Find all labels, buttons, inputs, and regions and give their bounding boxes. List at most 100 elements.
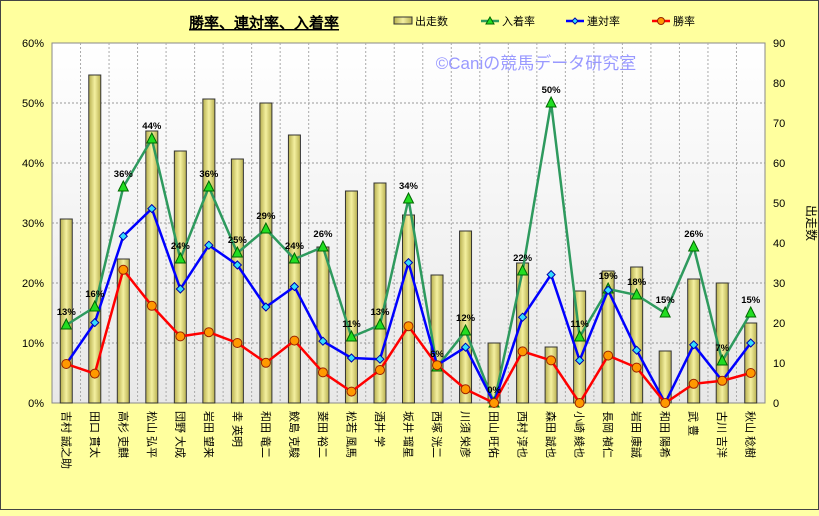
bar-出走数 <box>459 230 473 404</box>
point-連対率 <box>460 342 471 352</box>
category-label: 田口 貫太 <box>88 411 101 458</box>
category-label: 長岡 禎仁 <box>601 411 614 458</box>
point-連対率 <box>403 257 414 268</box>
point-入着率 <box>117 179 130 192</box>
bar-出走数 <box>230 158 244 404</box>
left-tick-label: 30% <box>22 218 44 230</box>
point-連対率 <box>147 203 157 214</box>
point-連対率 <box>746 338 756 348</box>
point-勝率 <box>603 350 614 361</box>
left-tick-label: 50% <box>22 98 44 110</box>
bar-出走数 <box>402 214 415 404</box>
bar-出走数 <box>259 102 273 404</box>
right-tick-label: 20 <box>773 318 785 330</box>
category-label: 高杉 吏麒 <box>116 411 130 458</box>
point-勝率 <box>289 335 300 346</box>
category-label: 西村 淳也 <box>516 411 530 458</box>
category-label: 森田 誠也 <box>544 411 558 458</box>
legend-marker-diamond-icon <box>571 17 579 25</box>
right-axis-label: 出走数 <box>804 205 819 241</box>
left-tick-label: 40% <box>22 158 44 170</box>
right-tick-label: 0 <box>773 398 779 410</box>
point-入着率 <box>402 191 415 204</box>
point-勝率 <box>374 365 385 375</box>
category-label: 吉村 誠之助 <box>59 411 73 469</box>
point-入着率 <box>573 329 586 342</box>
point-入着率 <box>744 305 757 318</box>
data-label-入着率: 15% <box>656 295 676 306</box>
data-label-入着率: 13% <box>57 307 77 318</box>
category-label: 松若 風馬 <box>344 411 358 458</box>
point-勝率 <box>118 264 129 275</box>
legend-label: 出走数 <box>415 14 448 28</box>
point-入着率 <box>345 329 358 342</box>
right-tick-label: 80 <box>773 78 785 90</box>
point-入着率 <box>231 245 244 258</box>
point-入着率 <box>203 179 215 192</box>
point-勝率 <box>61 359 72 369</box>
point-勝率 <box>517 346 528 357</box>
bar-出走数 <box>287 134 301 404</box>
bar-出走数 <box>601 270 615 404</box>
category-label: 菱田 裕二 <box>316 411 329 458</box>
right-tick-label: 50 <box>773 198 785 210</box>
legend-label: 連対率 <box>587 14 620 28</box>
category-label: 田山 旺佑 <box>487 411 501 458</box>
point-勝率 <box>403 321 414 332</box>
category-label: 西塚 洸二 <box>430 411 444 458</box>
category-label: 坂井 瑠星 <box>402 411 416 458</box>
point-勝率 <box>631 362 642 373</box>
point-入着率 <box>146 131 158 144</box>
category-label: 和田 陽希 <box>658 411 672 458</box>
left-tick-label: 0% <box>28 398 44 410</box>
legend-label: 勝率 <box>673 14 695 28</box>
watermark: ©Caniの競馬データ研究室 <box>436 53 637 73</box>
point-連対率 <box>204 240 214 250</box>
data-label-入着率: 6% <box>430 349 444 360</box>
point-連対率 <box>574 355 585 366</box>
point-入着率 <box>317 239 329 252</box>
data-label-入着率: 0% <box>487 385 501 396</box>
data-label-入着率: 44% <box>142 121 162 132</box>
data-label-入着率: 22% <box>513 253 533 264</box>
data-label-入着率: 24% <box>171 241 191 252</box>
category-label: 酒井 学 <box>373 411 387 447</box>
bar-出走数 <box>715 282 729 404</box>
point-勝率 <box>546 355 557 366</box>
point-勝率 <box>175 331 186 342</box>
point-勝率 <box>745 368 756 378</box>
left-tick-label: 20% <box>22 278 44 290</box>
left-tick-label: 10% <box>22 338 44 350</box>
data-label-入着率: 12% <box>456 313 476 324</box>
bar-出走数 <box>344 190 358 404</box>
bar-出走数 <box>744 322 758 404</box>
category-label: 武 豊 <box>687 411 700 436</box>
point-勝率 <box>146 300 157 311</box>
data-label-入着率: 36% <box>114 169 134 180</box>
data-label-入着率: 7% <box>715 343 729 354</box>
point-勝率 <box>688 378 699 389</box>
point-入着率 <box>174 251 187 264</box>
bar-出走数 <box>316 246 330 404</box>
point-勝率 <box>574 398 585 408</box>
point-入着率 <box>687 239 700 252</box>
point-勝率 <box>346 386 357 397</box>
data-label-入着率: 13% <box>370 307 390 318</box>
point-勝率 <box>717 375 728 386</box>
point-入着率 <box>545 95 557 108</box>
point-勝率 <box>660 398 671 408</box>
right-tick-label: 70 <box>773 118 785 130</box>
legend-label: 入着率 <box>502 14 535 28</box>
category-label: 和田 竜二 <box>259 411 273 458</box>
point-連対率 <box>546 269 556 280</box>
point-連対率 <box>289 281 300 292</box>
point-入着率 <box>374 317 386 330</box>
category-label: 秋山 稔樹 <box>744 411 758 458</box>
category-label: 団野 大成 <box>173 411 187 458</box>
bar-出走数 <box>145 130 159 404</box>
data-label-入着率: 26% <box>684 229 704 240</box>
data-label-入着率: 19% <box>599 271 619 282</box>
right-tick-label: 30 <box>773 278 785 290</box>
